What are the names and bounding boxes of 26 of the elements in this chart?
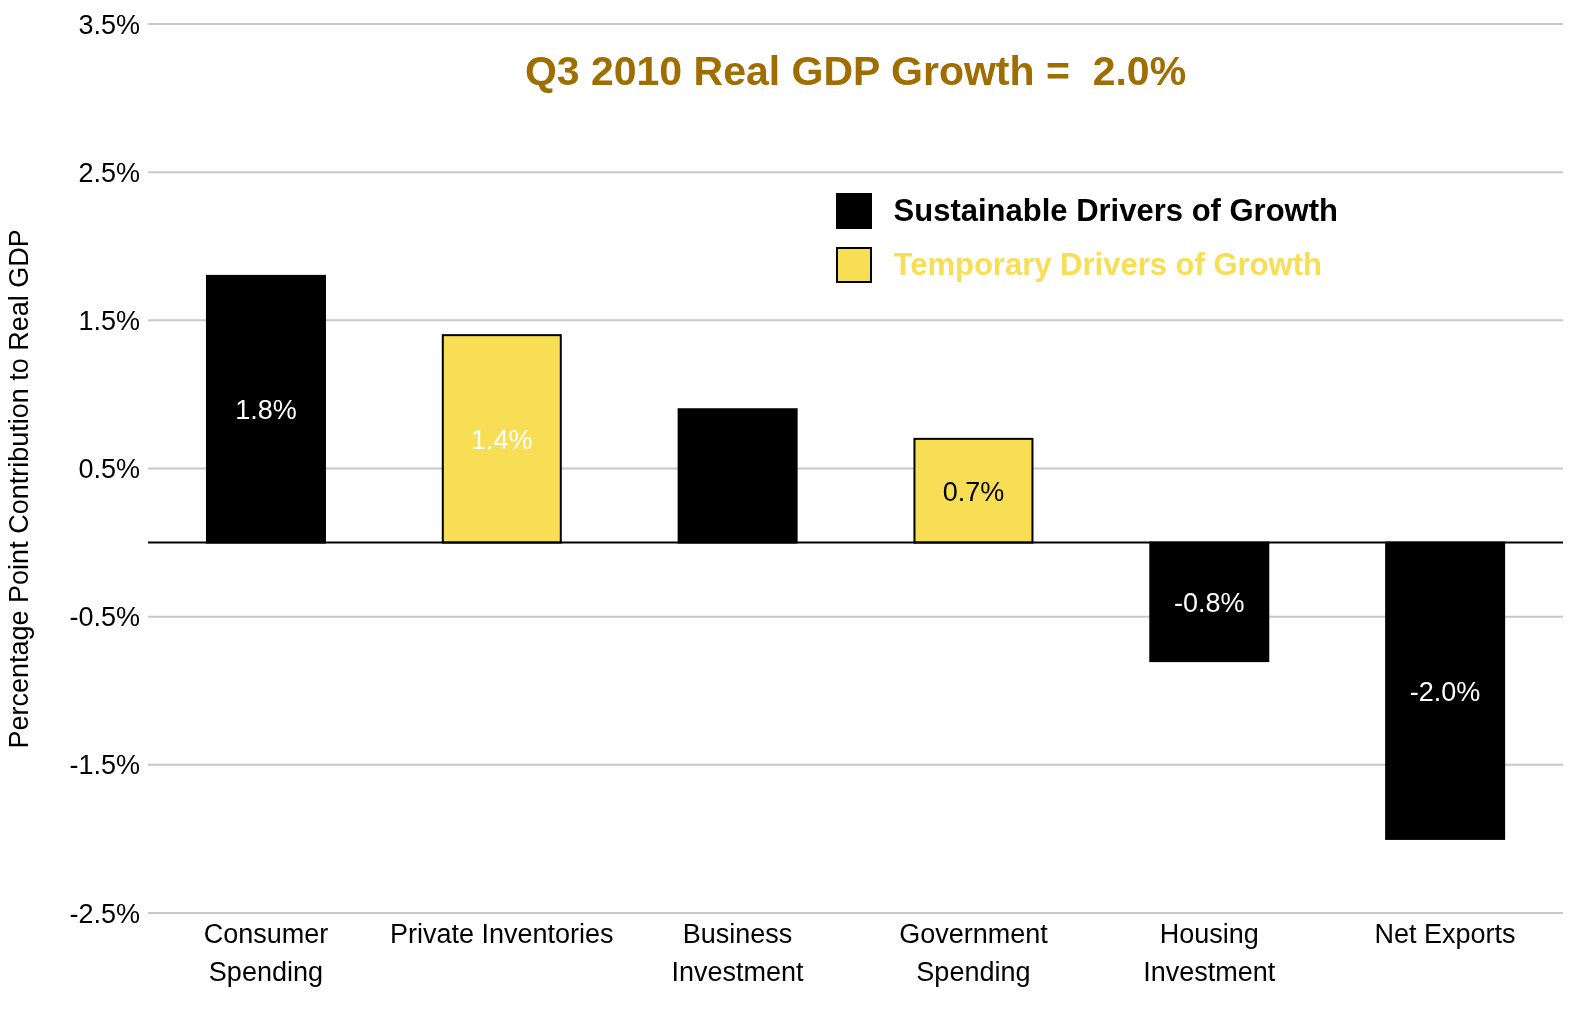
y-tick-label: 0.5% xyxy=(78,454,140,485)
y-tick-label: 2.5% xyxy=(78,157,140,188)
data-label: 1.4% xyxy=(471,424,533,455)
category-label: Private Inventories xyxy=(389,919,614,949)
data-label: -0.8% xyxy=(1174,587,1245,618)
y-tick-label: 1.5% xyxy=(78,305,140,336)
text: Q3 2010 Real GDP Growth = 2.0% xyxy=(523,48,1188,95)
category-label: Investment xyxy=(671,957,804,987)
category-label: Consumer xyxy=(203,919,329,949)
y-tick-label: -0.5% xyxy=(69,602,140,633)
category-label: Spending xyxy=(916,957,1031,987)
category-label: Business xyxy=(682,919,793,949)
category-label: Investment xyxy=(1143,957,1276,987)
category-label: Net Exports xyxy=(1374,919,1516,949)
y-axis-title: Percentage Point Contribution to Real GDP xyxy=(3,229,34,749)
data-label: 1.8% xyxy=(235,395,297,426)
y-tick-label: -1.5% xyxy=(69,750,140,781)
category-label: Spending xyxy=(208,957,323,987)
data-label: 0.7% xyxy=(942,476,1005,507)
category-label: Housing xyxy=(1159,919,1259,949)
data-label: -2.0% xyxy=(1409,676,1481,707)
category-label: Government xyxy=(899,919,1048,949)
y-tick-label: 3.5% xyxy=(78,9,140,40)
legend-label: Temporary Drivers of Growth xyxy=(893,247,1322,283)
y-tick-label: -2.5% xyxy=(69,898,140,929)
legend-label: Sustainable Drivers of Growth xyxy=(893,193,1338,229)
